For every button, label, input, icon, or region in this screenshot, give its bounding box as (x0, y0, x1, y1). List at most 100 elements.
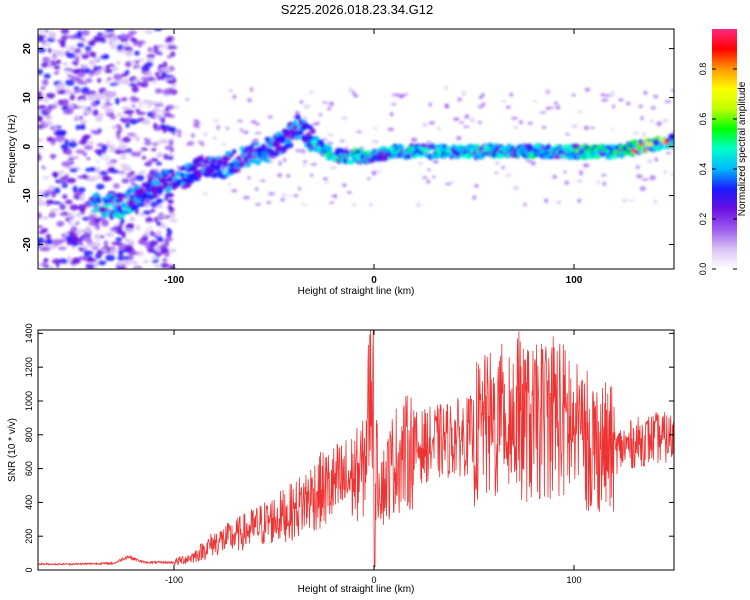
noise-blob (51, 120, 61, 125)
noise-blob (114, 97, 121, 105)
noise-blob (277, 173, 283, 178)
noise-blob (293, 194, 299, 198)
noise-blob (48, 265, 55, 269)
noise-blob (115, 237, 123, 242)
noise-blob (626, 101, 631, 106)
noise-blob (47, 47, 52, 54)
noise-blob (104, 29, 115, 33)
noise-blob (356, 130, 363, 133)
noise-blob (48, 104, 57, 110)
noise-blob (129, 251, 139, 256)
noise-blob (141, 126, 147, 134)
noise-blob (42, 79, 49, 86)
noise-blob (601, 174, 607, 177)
y-tick-label: -20 (22, 237, 33, 252)
noise-blob (154, 140, 164, 145)
noise-blob (126, 99, 131, 106)
noise-blob (41, 193, 50, 197)
noise-blob (79, 197, 85, 201)
ridge-blob (136, 203, 146, 207)
noise-blob (118, 144, 128, 151)
noise-blob (249, 87, 254, 92)
noise-blob (105, 161, 115, 166)
noise-blob (545, 106, 551, 111)
colorbar-tick-label: 0.2 (698, 213, 708, 226)
ridge-blob (325, 145, 333, 152)
noise-blob (463, 125, 470, 128)
noise-blob (373, 127, 378, 130)
noise-blob (478, 120, 482, 125)
noise-blob (150, 208, 156, 213)
snr-x-axis-label: Height of straight line (km) (298, 584, 415, 595)
snr-y-axis-label: SNR (10 * v/v) (7, 418, 18, 482)
ridge-blob (103, 199, 112, 203)
noise-blob (143, 141, 153, 146)
noise-blob (260, 179, 266, 182)
noise-blob (86, 257, 97, 263)
noise-blob (81, 29, 90, 36)
noise-blob (89, 51, 95, 58)
noise-blob (141, 32, 148, 37)
ridge-blob (164, 168, 169, 174)
noise-blob (45, 199, 55, 204)
noise-blob (162, 127, 168, 134)
noise-blob (119, 33, 128, 41)
colorbar-tick-label: 0.0 (698, 263, 708, 276)
noise-blob (121, 72, 128, 77)
noise-blob (96, 183, 105, 190)
noise-blob (137, 124, 147, 128)
noise-blob (576, 179, 583, 183)
noise-blob (68, 140, 78, 148)
noise-blob (55, 134, 66, 142)
noise-blob (156, 198, 164, 204)
noise-blob (156, 221, 162, 227)
ridge-blob (100, 212, 109, 218)
noise-blob (59, 212, 66, 217)
noise-blob (367, 177, 371, 181)
noise-blob (69, 94, 76, 101)
noise-blob (426, 168, 432, 171)
ridge-blob (309, 128, 316, 135)
noise-blob (129, 234, 135, 241)
noise-blob (155, 230, 163, 236)
noise-blob (202, 192, 209, 195)
noise-blob (85, 225, 92, 233)
noise-blob (105, 254, 116, 262)
noise-blob (53, 65, 61, 70)
noise-blob (88, 59, 96, 66)
noise-blob (579, 170, 584, 176)
y-tick-label: 1200 (24, 357, 34, 377)
noise-blob (145, 61, 154, 67)
noise-blob (166, 80, 176, 84)
noise-blob (74, 114, 81, 121)
noise-blob (583, 125, 589, 131)
noise-blob (145, 216, 154, 224)
ridge-blob (148, 176, 154, 182)
noise-blob (134, 60, 140, 64)
noise-blob (69, 204, 79, 211)
noise-blob (310, 163, 318, 166)
noise-blob (153, 106, 160, 113)
noise-blob (105, 232, 115, 238)
noise-blob (81, 53, 90, 60)
noise-blob (38, 153, 41, 161)
spectrogram-image (38, 29, 674, 269)
noise-blob (69, 153, 80, 158)
noise-blob (70, 61, 79, 65)
noise-blob (38, 36, 44, 43)
noise-blob (44, 120, 54, 126)
noise-blob (107, 77, 112, 81)
noise-blob (151, 148, 157, 152)
ridge-blob (186, 179, 192, 184)
noise-blob (41, 62, 49, 68)
ridge-blob (352, 153, 362, 158)
noise-blob (505, 105, 511, 109)
noise-blob (136, 111, 146, 115)
noise-blob (125, 122, 130, 128)
noise-blob (166, 132, 174, 136)
noise-blob (461, 91, 467, 96)
noise-blob (113, 221, 120, 227)
ridge-blob (193, 177, 201, 182)
